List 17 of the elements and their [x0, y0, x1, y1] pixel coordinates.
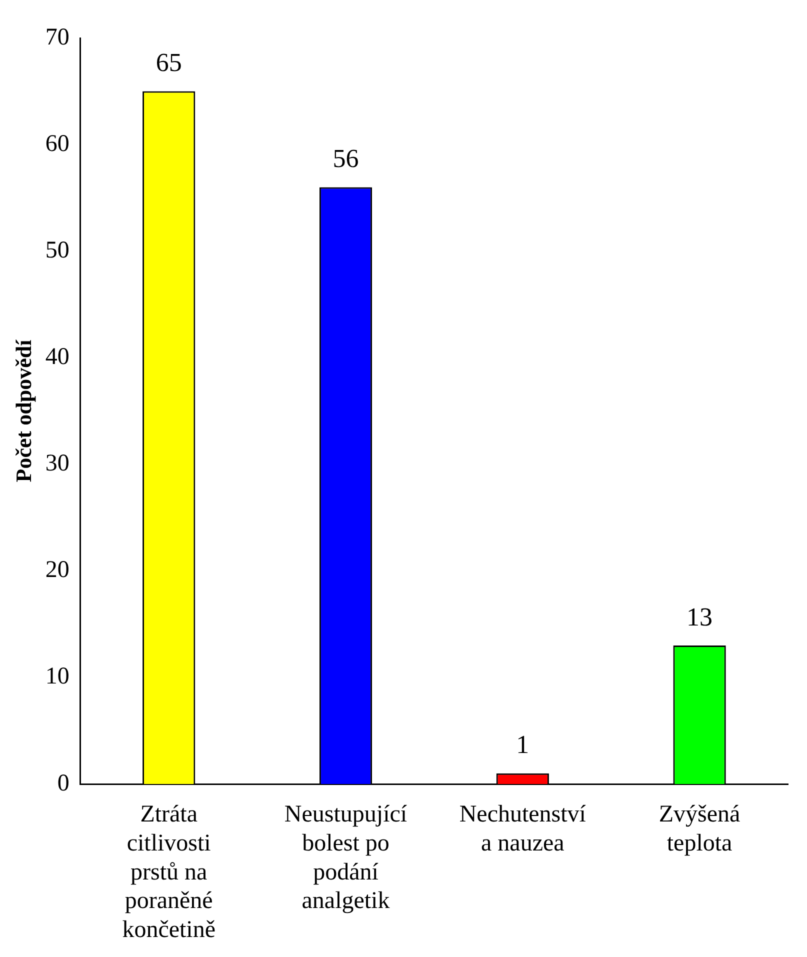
x-tick-label: Zvýšená teplota: [658, 802, 741, 856]
y-tick-label: 10: [45, 664, 70, 690]
y-tick-label: 60: [45, 130, 70, 157]
data-label: 13: [686, 602, 713, 632]
data-label: 1: [516, 730, 530, 760]
y-tick-label: 40: [45, 344, 70, 370]
x-tick-label: Nechutenství a nauzea: [459, 802, 586, 856]
x-tick-label: Ztráta citlivosti prstů na poraněné končetině: [122, 802, 216, 943]
y-tick-label: 50: [45, 237, 70, 264]
y-tick-label: 20: [45, 557, 70, 584]
y-tick-label: 70: [45, 24, 70, 50]
x-tick-label: Neustupující bolest po podání analgetik: [284, 802, 408, 914]
data-label: 65: [156, 48, 182, 78]
data-label: 56: [332, 144, 359, 174]
y-tick-label: 0: [57, 770, 70, 796]
y-tick-label: 30: [45, 450, 70, 477]
y-axis-title: Počet odpovědí: [10, 338, 36, 482]
